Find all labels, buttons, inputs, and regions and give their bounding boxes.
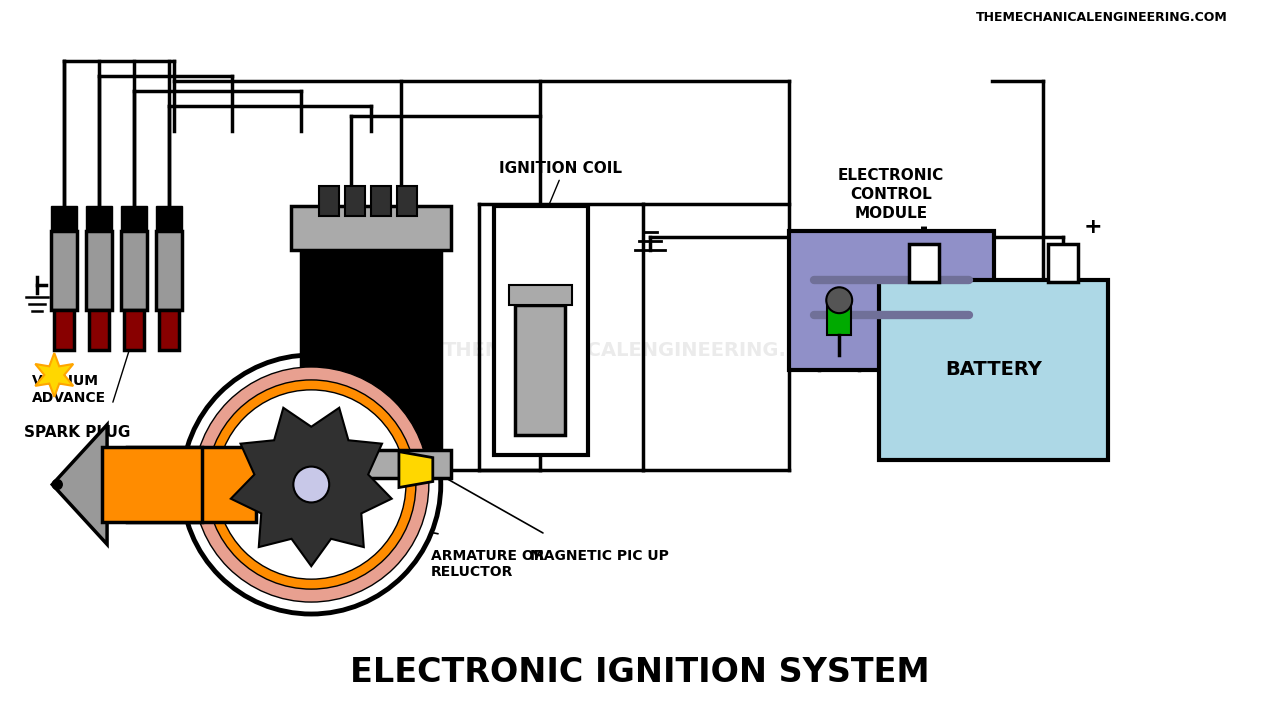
Text: IGNITION COIL: IGNITION COIL — [499, 161, 622, 176]
Circle shape — [827, 287, 852, 313]
Bar — [508, 285, 572, 305]
Bar — [292, 206, 451, 251]
Bar — [879, 280, 1108, 459]
Bar — [122, 206, 147, 230]
Bar — [122, 230, 147, 310]
Bar — [827, 300, 851, 335]
Bar — [156, 206, 182, 230]
Bar — [319, 186, 339, 215]
Bar — [516, 305, 566, 435]
Bar — [346, 186, 365, 215]
Circle shape — [206, 380, 416, 589]
Bar — [124, 310, 143, 350]
Bar — [86, 206, 113, 230]
Circle shape — [52, 480, 63, 490]
Bar — [371, 186, 390, 215]
Bar — [301, 240, 440, 459]
Bar — [54, 310, 74, 350]
Text: -: - — [920, 218, 928, 238]
Bar — [156, 230, 182, 310]
Bar — [86, 230, 113, 310]
Text: ARMATURE OR
RELUCTOR: ARMATURE OR RELUCTOR — [431, 549, 544, 580]
Text: DISTRIBUTOR: DISTRIBUTOR — [307, 495, 434, 513]
Text: ELECTRONIC IGNITION SYSTEM: ELECTRONIC IGNITION SYSTEM — [351, 656, 929, 689]
Circle shape — [293, 467, 329, 503]
Polygon shape — [230, 408, 392, 566]
Text: MAGNETIC PIC UP: MAGNETIC PIC UP — [530, 549, 669, 563]
Text: VACUUM
ADVANCE: VACUUM ADVANCE — [32, 374, 106, 405]
Text: ELECTRONIC
CONTROL
MODULE: ELECTRONIC CONTROL MODULE — [838, 168, 945, 220]
Text: THEMECHANICALENGINEERING.COM: THEMECHANICALENGINEERING.COM — [975, 12, 1228, 24]
Polygon shape — [36, 353, 73, 397]
Bar — [790, 230, 993, 370]
Text: +: + — [1084, 217, 1102, 238]
Bar — [494, 206, 589, 454]
Bar — [90, 310, 109, 350]
Bar — [51, 230, 77, 310]
Circle shape — [216, 390, 406, 579]
Bar — [292, 450, 451, 477]
Text: BATTERY: BATTERY — [945, 361, 1042, 379]
Circle shape — [193, 367, 429, 602]
Circle shape — [182, 355, 440, 614]
Bar — [51, 206, 77, 230]
Text: THEMECHANICALENGINEERING.COM: THEMECHANICALENGINEERING.COM — [443, 341, 837, 359]
Bar — [102, 446, 202, 523]
Text: IGNITION
SWITCH: IGNITION SWITCH — [859, 282, 931, 314]
Polygon shape — [52, 425, 108, 544]
Text: SPARK PLUG: SPARK PLUG — [24, 425, 131, 440]
Bar — [159, 310, 179, 350]
Bar — [127, 446, 256, 523]
Bar — [1048, 245, 1078, 282]
Polygon shape — [399, 451, 433, 487]
Bar — [397, 186, 417, 215]
Bar — [909, 245, 938, 282]
